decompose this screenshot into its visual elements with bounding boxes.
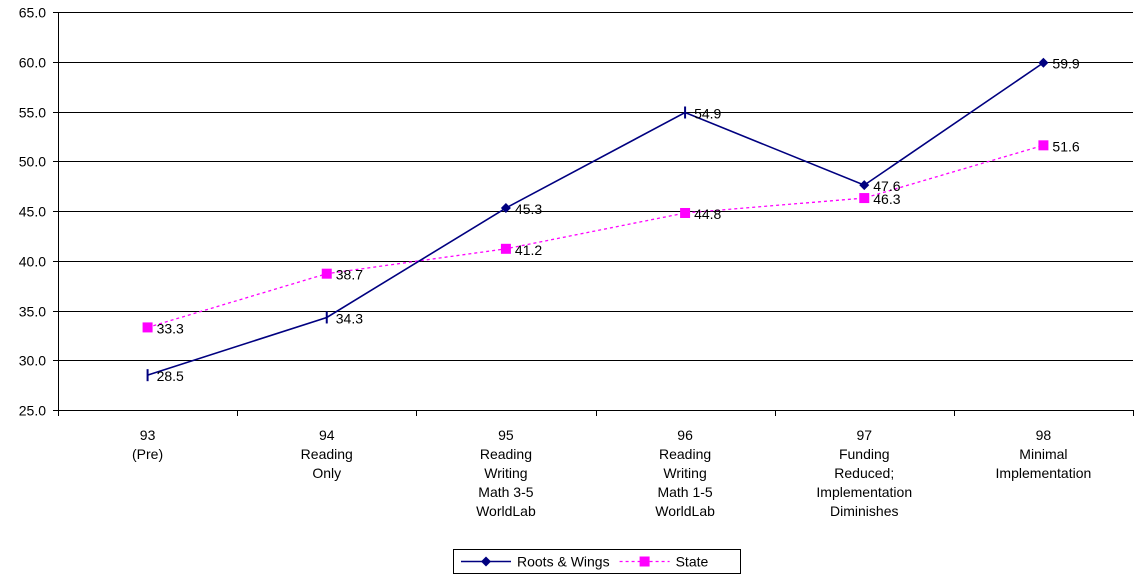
x-tick-label: 96 Reading Writing Math 1-5 WorldLab <box>655 427 715 519</box>
data-label: 47.6 <box>873 178 900 194</box>
y-tick-label: 40.0 <box>19 254 46 270</box>
series-1: 33.3 38.7 41.2 44.8 46.3 51.6 <box>142 138 1080 336</box>
x-tick-label: 98 Minimal Implementation <box>996 427 1092 481</box>
x-tick-label-line: 98 <box>1036 427 1052 443</box>
x-tick-label-line: Funding <box>839 446 890 462</box>
x-tick-label: 93 (Pre) <box>132 427 163 462</box>
series-line <box>147 144 1044 329</box>
x-tick-label: 95 Reading Writing Math 3-5 WorldLab <box>476 427 536 519</box>
data-point <box>680 207 691 218</box>
x-tick-label-line: Math 3-5 <box>478 484 533 500</box>
data-label: 28.5 <box>157 368 184 384</box>
series-0: 28.5 34.3 45.3 54.9 47.6 59.9 <box>146 56 1080 384</box>
legend-marker <box>481 556 491 567</box>
x-tick-label-line: Math 1-5 <box>657 484 712 500</box>
y-tick-label: 35.0 <box>19 304 46 320</box>
data-label: 34.3 <box>336 310 363 326</box>
data-point <box>500 243 511 254</box>
x-axis-ticks: 93 (Pre) 94 Reading Only 95 Reading Writing Math… <box>58 410 1134 519</box>
x-tick-label-line: Reading <box>659 446 711 462</box>
x-tick-label-line: Implementation <box>816 484 912 500</box>
x-tick-label-line: Minimal <box>1019 446 1067 462</box>
x-tick-label-line: (Pre) <box>132 446 163 462</box>
x-tick-label-line: Reduced; <box>834 465 894 481</box>
series-layer: 33.3 38.7 41.2 44.8 46.3 51.6 28.5 34.3 45.3 54.9… <box>142 56 1080 384</box>
x-tick-label-line: 96 <box>677 427 693 443</box>
data-point <box>859 193 870 204</box>
x-tick-label-line: Reading <box>480 446 532 462</box>
y-tick-label: 60.0 <box>19 55 46 71</box>
x-tick-label-line: WorldLab <box>476 503 536 519</box>
y-tick-label: 50.0 <box>19 154 46 170</box>
y-tick-label: 25.0 <box>19 403 46 419</box>
data-point <box>1038 57 1049 68</box>
data-label: 38.7 <box>336 267 363 283</box>
x-tick-label-line: Implementation <box>996 465 1092 481</box>
x-tick-label-line: WorldLab <box>655 503 715 519</box>
y-tick-label: 65.0 <box>19 5 46 21</box>
data-point <box>321 268 332 279</box>
y-tick-label: 30.0 <box>19 353 46 369</box>
x-tick-label: 97 Funding Reduced; Implementation Diminishe… <box>816 427 912 519</box>
data-label: 54.9 <box>694 105 721 121</box>
y-axis-ticks: 25.0 30.0 35.0 40.0 45.0 50.0 55.0 60.0 65.0 <box>19 5 58 419</box>
data-point <box>859 180 870 191</box>
data-label: 44.8 <box>694 206 721 222</box>
data-label: 33.3 <box>157 320 184 336</box>
x-tick-label-line: 95 <box>498 427 514 443</box>
x-tick-label-line: Writing <box>484 465 527 481</box>
legend: Roots & Wings State <box>453 549 741 574</box>
gridlines <box>58 12 1133 361</box>
series-line <box>147 62 1044 376</box>
data-label: 46.3 <box>873 191 900 207</box>
y-tick-label: 55.0 <box>19 105 46 121</box>
data-point <box>142 322 153 333</box>
x-tick-label-line: Only <box>312 465 341 481</box>
data-label: 45.3 <box>515 201 542 217</box>
y-tick-label: 45.0 <box>19 204 46 220</box>
x-tick-label-line: Diminishes <box>830 503 898 519</box>
data-label: 59.9 <box>1052 56 1079 72</box>
x-tick-label-line: Writing <box>663 465 706 481</box>
legend-label: State <box>676 554 709 570</box>
data-point <box>1038 140 1049 151</box>
x-tick-label-line: 97 <box>856 427 872 443</box>
data-point <box>500 203 511 214</box>
data-label: 51.6 <box>1052 138 1079 154</box>
x-tick-label-line: 93 <box>140 427 156 443</box>
x-tick-label-line: Reading <box>301 446 353 462</box>
x-tick-label-line: 94 <box>319 427 335 443</box>
data-label: 41.2 <box>515 242 542 258</box>
x-tick-label: 94 Reading Only <box>301 427 353 481</box>
legend-marker <box>639 556 650 567</box>
legend-label: Roots & Wings <box>517 554 610 570</box>
